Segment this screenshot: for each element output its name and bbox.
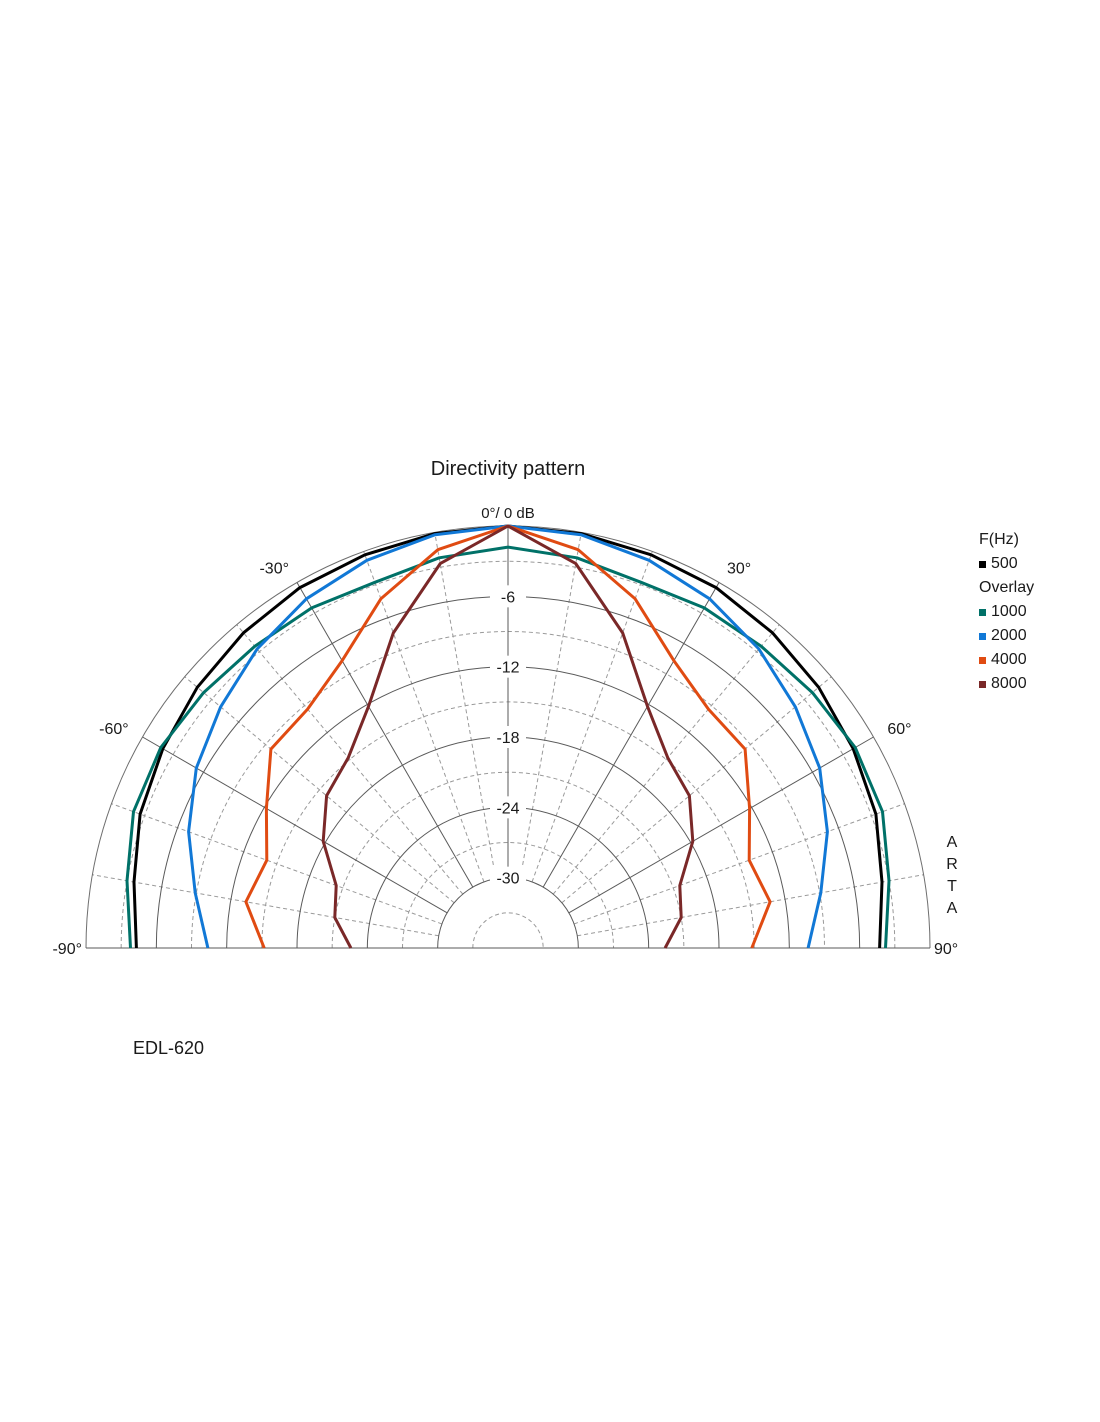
grid-spoke-major: [568, 736, 874, 914]
angle-label: 90°: [934, 941, 958, 958]
angle-label: 60°: [887, 721, 911, 738]
legend-swatch-2000: [979, 632, 986, 640]
legend: F(Hz) 500 Overlay 1000 2000 4000 8000: [979, 528, 1034, 696]
footnote-model: EDL-620: [133, 1038, 205, 1058]
arta-letter: A: [946, 834, 958, 851]
grid-spoke-minor: [111, 803, 443, 925]
radial-label-bg: [490, 726, 526, 748]
radial-label-bg: [490, 585, 526, 608]
legend-item-8000: 8000: [979, 672, 1034, 696]
series-line-8000: [321, 524, 695, 949]
legend-swatch-1000: [979, 608, 986, 616]
grid-spoke-major: [542, 582, 720, 888]
grid-spoke-minor: [531, 551, 653, 883]
grid-arc-minor: [120, 560, 896, 949]
arta-letter: T: [947, 878, 957, 895]
grid-spoke-minor: [434, 532, 497, 879]
series-line-1000: [125, 545, 891, 949]
angle-label: 30°: [727, 561, 751, 578]
grid-spoke-minor: [236, 624, 464, 895]
radial-tick-label: -30: [496, 871, 519, 888]
angle-label: -60°: [99, 721, 129, 738]
legend-item-500: 500: [979, 552, 1034, 576]
legend-label-1000: 1000: [991, 603, 1027, 620]
arta-letter: R: [946, 856, 958, 873]
grid-spoke-minor: [92, 874, 439, 937]
legend-swatch-8000: [979, 680, 986, 688]
grid-spoke-minor: [573, 803, 905, 925]
legend-header: F(Hz): [979, 531, 1019, 548]
legend-swatch-500: [979, 560, 986, 568]
grid-spoke-minor: [577, 874, 924, 937]
grid-spoke-minor: [184, 676, 455, 904]
grid-spoke-major: [142, 736, 448, 914]
grid-spoke-major: [296, 582, 474, 888]
grid-arc-minor: [402, 842, 614, 949]
grid-spoke-minor: [519, 532, 582, 879]
radial-tick-label: -24: [496, 800, 519, 817]
radial-label-bg: [490, 655, 526, 678]
angle-label: -30°: [259, 561, 289, 578]
grid-spoke-minor: [552, 624, 780, 895]
arta-letter: A: [946, 900, 958, 917]
legend-item-1000: 1000: [979, 600, 1034, 624]
radial-label-bg: [490, 866, 526, 889]
legend-label-8000: 8000: [991, 675, 1027, 692]
grid-arc-minor: [191, 631, 825, 949]
legend-label-500: 500: [991, 555, 1018, 572]
radial-tick-label: -12: [496, 660, 519, 677]
grid-spoke-minor: [561, 676, 832, 904]
legend-overlay-header: Overlay: [979, 579, 1035, 596]
legend-item-4000: 4000: [979, 648, 1034, 672]
radial-tick-label: -6: [501, 589, 515, 606]
legend-item-2000: 2000: [979, 624, 1034, 648]
legend-label-2000: 2000: [991, 627, 1027, 644]
legend-swatch-4000: [979, 656, 986, 664]
chart-title: Directivity pattern: [430, 458, 586, 480]
radial-tick-label: -18: [496, 730, 519, 747]
grid-spoke-minor: [363, 551, 485, 883]
legend-label-4000: 4000: [991, 651, 1027, 668]
angle-label: -90°: [52, 941, 82, 958]
radial-label-bg: [490, 796, 526, 819]
top-axis-label: 0°/ 0 dB: [481, 505, 535, 522]
grid-arc-minor: [472, 912, 544, 949]
